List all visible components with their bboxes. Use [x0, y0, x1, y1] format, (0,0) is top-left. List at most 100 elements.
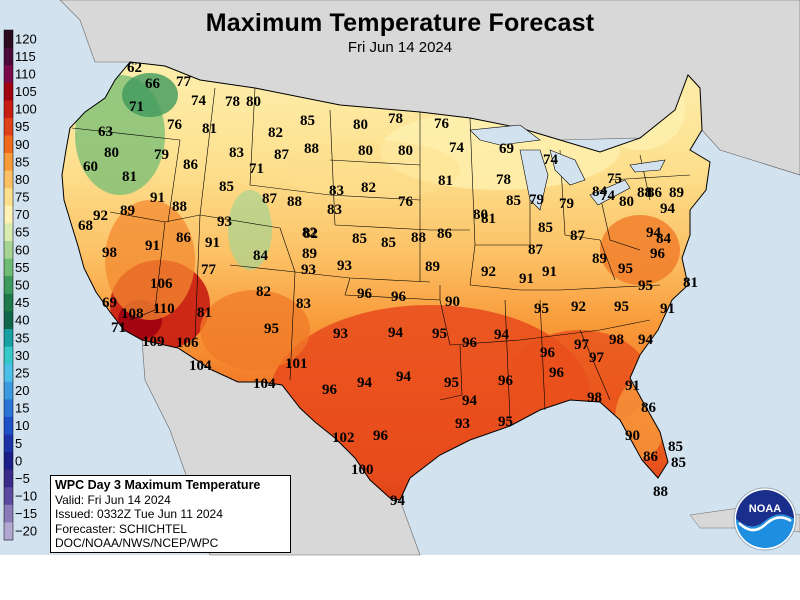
temp-label: 95	[264, 321, 279, 337]
temp-label: 96	[650, 246, 666, 262]
legend-label: 75	[15, 190, 29, 205]
temp-label: 66	[145, 76, 161, 92]
temp-label: 96	[373, 428, 389, 444]
temp-label: 86	[643, 449, 659, 465]
temp-label: 93	[337, 258, 352, 274]
temp-label: 84	[592, 184, 608, 200]
temp-label: 85	[668, 439, 683, 455]
temp-label: 87	[570, 228, 586, 244]
temp-label: 69	[102, 295, 117, 311]
temp-label: 77	[201, 262, 217, 278]
temp-label: 83	[329, 183, 344, 199]
temp-label: 108	[121, 306, 144, 322]
legend-label: 45	[15, 295, 29, 310]
legend-swatch	[4, 170, 13, 189]
temp-label: 69	[499, 141, 514, 157]
temp-label: 91	[660, 301, 675, 317]
temp-label: 87	[274, 147, 290, 163]
temp-label: 84	[253, 248, 269, 264]
temp-label: 90	[445, 294, 460, 310]
temp-label: 74	[600, 188, 616, 204]
legend-swatch	[4, 469, 13, 488]
legend-label: 105	[15, 84, 37, 99]
temp-label: 80	[358, 143, 373, 159]
temp-label: 86	[176, 230, 192, 246]
temp-label: 81	[122, 169, 137, 185]
temp-label: 82	[302, 225, 317, 241]
temp-label: 71	[111, 320, 126, 336]
temp-label: 77	[176, 74, 192, 90]
temp-label: 85	[671, 455, 686, 471]
us-outline	[61, 61, 711, 501]
info-forecaster: Forecaster: SCHICHTEL	[55, 521, 188, 536]
temp-label: 83	[327, 202, 342, 218]
temp-label: 95	[498, 414, 513, 430]
temp-label: 94	[638, 332, 654, 348]
legend-label: 85	[15, 154, 29, 169]
legend-label: −15	[15, 506, 37, 521]
legend-swatch	[4, 100, 13, 119]
temp-label: 94	[494, 327, 510, 343]
forecast-info-box: WPC Day 3 Maximum Temperature Valid: Fri…	[50, 475, 291, 553]
temp-label: 106	[150, 276, 173, 292]
temp-label: 76	[434, 116, 450, 132]
temp-label: 94	[646, 225, 662, 241]
temp-label: 71	[129, 99, 144, 115]
legend-label: 115	[15, 49, 36, 64]
state-borders	[71, 87, 691, 421]
legend-swatch	[4, 47, 13, 66]
temp-label: 85	[352, 231, 367, 247]
temp-label: 81	[202, 121, 217, 137]
legend-label: −5	[15, 471, 30, 486]
temp-label: 91	[145, 238, 160, 254]
map-subtitle: Fri Jun 14 2024	[347, 39, 453, 56]
temp-label: 95	[432, 326, 447, 342]
temp-label: 80	[398, 143, 413, 159]
legend-swatch	[4, 30, 13, 49]
temp-label: 68	[78, 218, 93, 234]
temp-label: 86	[647, 185, 663, 201]
temp-label: 97	[589, 350, 605, 366]
temp-label: 74	[543, 152, 559, 168]
temp-label: 86	[437, 226, 453, 242]
temp-label: 80	[246, 94, 261, 110]
temp-label: 60	[83, 159, 98, 175]
legend-swatch	[4, 416, 13, 435]
temp-label: 98	[609, 332, 624, 348]
legend-label: 25	[15, 365, 29, 380]
info-valid: Valid: Fri Jun 14 2024	[55, 492, 171, 507]
temp-label: 90	[625, 428, 640, 444]
temp-label: 91	[625, 378, 640, 394]
temp-label: 96	[322, 382, 338, 398]
legend-swatch	[4, 117, 13, 137]
temp-label: 96	[498, 373, 514, 389]
temp-label: 83	[296, 296, 311, 312]
temp-label: 82	[303, 226, 318, 242]
temp-label: 89	[302, 246, 317, 262]
great-lakes	[469, 124, 666, 211]
temp-label: 76	[167, 117, 183, 133]
temp-label: 94	[396, 369, 412, 385]
legend-label: 55	[15, 260, 29, 275]
legend-swatch	[4, 205, 13, 224]
temperature-legend-labels: 1201151101051009590858075706560555045403…	[15, 31, 37, 538]
temp-label: 95	[444, 375, 459, 391]
legend-swatch	[4, 241, 13, 260]
info-heading: WPC Day 3 Maximum Temperature	[55, 478, 261, 492]
temp-label: 97	[574, 337, 590, 353]
temp-label: 88	[304, 141, 319, 157]
legend-swatch	[4, 364, 13, 383]
temp-label: 81	[683, 275, 698, 291]
temp-label: 91	[542, 264, 557, 280]
temp-label: 85	[219, 179, 234, 195]
legend-label: 90	[15, 137, 29, 152]
temp-label: 96	[391, 289, 407, 305]
temp-label: 80	[619, 194, 634, 210]
legend-label: 80	[15, 172, 29, 187]
temp-label: 81	[481, 211, 496, 227]
temp-label: 63	[98, 124, 113, 140]
temp-label: 88	[637, 185, 652, 201]
legend-swatch	[4, 381, 13, 400]
temp-label: 95	[618, 261, 633, 277]
